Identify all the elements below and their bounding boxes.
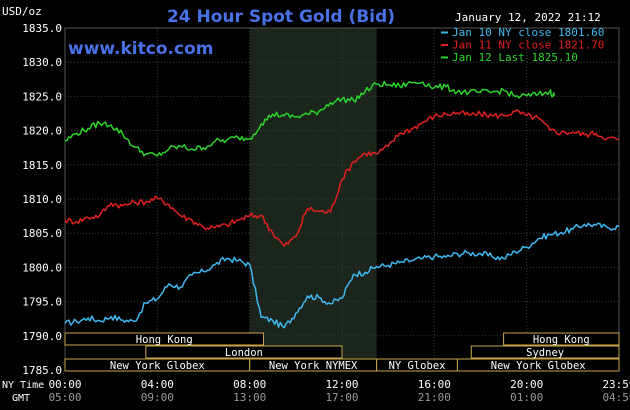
- session-bar: [145, 345, 343, 359]
- session-bar: [64, 332, 265, 346]
- x-tick-ny: 23:59: [602, 378, 630, 391]
- y-tick-label: 1825.0: [22, 90, 62, 103]
- y-tick-label: 1820.0: [22, 125, 62, 138]
- y-tick-label: 1790.0: [22, 330, 62, 343]
- site-label: www.kitco.com: [68, 39, 213, 59]
- x-tick-ny: 00:00: [48, 378, 81, 391]
- x-tick-gmt: 04:59: [602, 391, 630, 404]
- series-lines: [64, 80, 620, 329]
- grid-lines: [64, 27, 620, 371]
- x-tick-gmt: 17:00: [325, 391, 358, 404]
- x-tick-gmt: 13:00: [233, 391, 266, 404]
- y-tick-label: 1810.0: [22, 193, 62, 206]
- legend-entry: Jan 11 NY close 1821.70: [452, 39, 604, 52]
- legend-entry: Jan 12 Last 1825.10: [452, 51, 578, 64]
- x-tick-gmt: 21:00: [418, 391, 451, 404]
- y-tick-label: 1805.0: [22, 227, 62, 240]
- y-tick-label: 1795.0: [22, 296, 62, 309]
- x-tick-gmt: 01:00: [510, 391, 543, 404]
- session-label: New York Globex: [491, 360, 586, 372]
- y-tick-label: 1815.0: [22, 159, 62, 172]
- y-tick-label: 1800.0: [22, 261, 62, 274]
- y-unit-label: USD/oz: [2, 5, 42, 18]
- x-tick-gmt: 09:00: [141, 391, 174, 404]
- x-tick-ny: 16:00: [418, 378, 451, 391]
- session-label: Sydney: [526, 347, 564, 359]
- y-tick-label: 1830.0: [22, 56, 62, 69]
- legend-entry: Jan 10 NY close 1801.60: [452, 26, 604, 39]
- y-axis-ticks: 1785.0 1790.0 1795.0 1800.0 1805.0 1810.0 1815…: [22, 22, 62, 377]
- series-line-1: [64, 222, 620, 329]
- y-tick-label: 1785.0: [22, 364, 62, 377]
- gmt-label: GMT: [12, 393, 30, 404]
- session-label: New York Globex: [110, 360, 205, 372]
- timestamp: January 12, 2022 21:12: [455, 11, 601, 24]
- session-label: New York NYMEX: [269, 360, 358, 372]
- session-bar: [456, 358, 620, 372]
- chart-title: 24 Hour Spot Gold (Bid): [167, 7, 395, 27]
- series-line-3: [64, 80, 556, 157]
- series-line-2: [64, 109, 619, 247]
- x-axis-ticks: 00:00 04:00 08:00 12:00 16:00 20:00 23:59 05:00…: [48, 378, 630, 404]
- session-bar: [503, 332, 620, 346]
- session-label: Hong Kong: [136, 334, 193, 346]
- x-tick-ny: 04:00: [141, 378, 174, 391]
- x-tick-ny: 08:00: [233, 378, 266, 391]
- x-tick-gmt: 05:00: [48, 391, 81, 404]
- session-label: London: [225, 347, 263, 359]
- session-label: Hong Kong: [533, 334, 590, 346]
- nymex-shaded-region: [249, 28, 377, 370]
- session-label: NY Globex: [389, 360, 446, 372]
- session-bar: [470, 345, 620, 359]
- x-tick-ny: 12:00: [325, 378, 358, 391]
- x-tick-ny: 20:00: [510, 378, 543, 391]
- ny-time-label: NY Time: [2, 380, 44, 391]
- y-tick-label: 1835.0: [22, 22, 62, 35]
